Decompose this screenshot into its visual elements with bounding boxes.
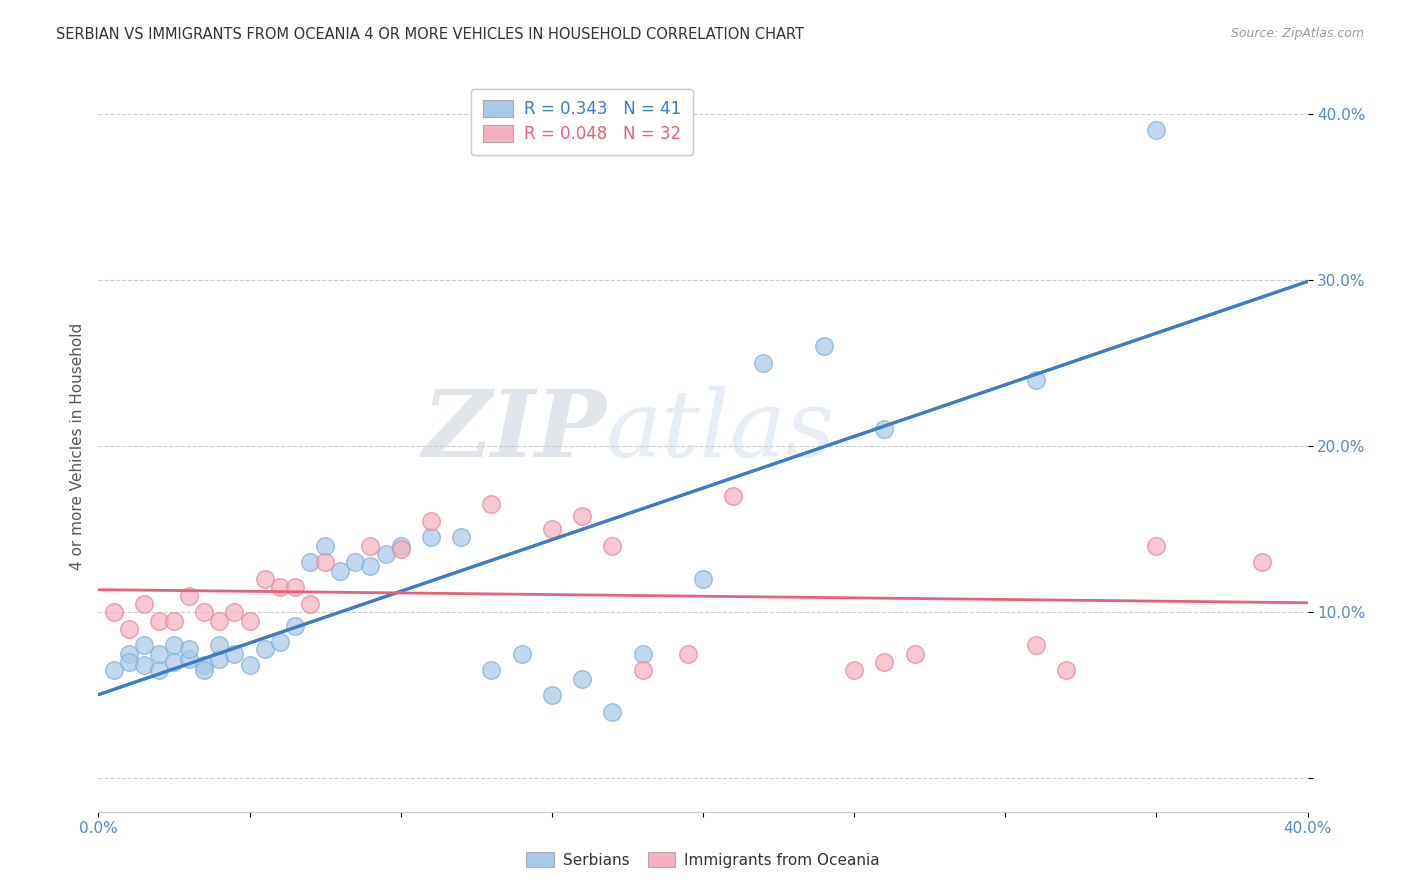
Point xyxy=(103,605,125,619)
Point xyxy=(360,558,382,573)
Point xyxy=(676,647,699,661)
Point xyxy=(904,647,927,661)
Point xyxy=(1024,639,1046,653)
Point xyxy=(208,639,231,653)
Point xyxy=(873,655,896,669)
Point xyxy=(631,664,654,678)
Point xyxy=(1144,123,1167,137)
Point xyxy=(224,647,246,661)
Point xyxy=(132,658,155,673)
Point xyxy=(389,542,412,557)
Point xyxy=(481,664,503,678)
Point xyxy=(193,664,215,678)
Point xyxy=(419,514,441,528)
Point xyxy=(132,639,155,653)
Point xyxy=(148,614,170,628)
Point xyxy=(132,597,155,611)
Point xyxy=(540,689,562,703)
Point xyxy=(103,664,125,678)
Point xyxy=(299,597,322,611)
Legend: R = 0.343   N = 41, R = 0.048   N = 32: R = 0.343 N = 41, R = 0.048 N = 32 xyxy=(471,88,693,155)
Point xyxy=(419,530,441,544)
Point xyxy=(118,647,141,661)
Text: ZIP: ZIP xyxy=(422,386,606,476)
Point xyxy=(314,539,336,553)
Point xyxy=(692,572,714,586)
Point xyxy=(721,489,744,503)
Point xyxy=(813,339,835,353)
Point xyxy=(844,664,866,678)
Point xyxy=(631,647,654,661)
Point xyxy=(1054,664,1077,678)
Point xyxy=(360,539,382,553)
Point xyxy=(208,614,231,628)
Point xyxy=(148,664,170,678)
Point xyxy=(1251,555,1274,569)
Point xyxy=(239,658,262,673)
Point xyxy=(314,555,336,569)
Text: atlas: atlas xyxy=(606,386,835,476)
Point xyxy=(163,639,186,653)
Point xyxy=(1024,372,1046,386)
Point xyxy=(224,605,246,619)
Point xyxy=(752,356,775,370)
Point xyxy=(269,635,291,649)
Point xyxy=(510,647,533,661)
Point xyxy=(208,652,231,666)
Point xyxy=(873,422,896,436)
Point xyxy=(253,641,276,656)
Legend: Serbians, Immigrants from Oceania: Serbians, Immigrants from Oceania xyxy=(519,844,887,875)
Point xyxy=(118,622,141,636)
Point xyxy=(253,572,276,586)
Point xyxy=(269,580,291,594)
Y-axis label: 4 or more Vehicles in Household: 4 or more Vehicles in Household xyxy=(69,322,84,570)
Point xyxy=(329,564,352,578)
Point xyxy=(193,605,215,619)
Point xyxy=(571,672,593,686)
Point xyxy=(163,614,186,628)
Point xyxy=(1144,539,1167,553)
Text: SERBIAN VS IMMIGRANTS FROM OCEANIA 4 OR MORE VEHICLES IN HOUSEHOLD CORRELATION C: SERBIAN VS IMMIGRANTS FROM OCEANIA 4 OR … xyxy=(56,27,804,42)
Point xyxy=(540,522,562,536)
Point xyxy=(177,652,201,666)
Point xyxy=(374,547,396,561)
Point xyxy=(481,497,503,511)
Point xyxy=(193,658,215,673)
Point xyxy=(177,641,201,656)
Point xyxy=(602,705,624,719)
Point xyxy=(284,618,307,632)
Point xyxy=(239,614,262,628)
Point xyxy=(118,655,141,669)
Point xyxy=(344,555,367,569)
Point xyxy=(177,589,201,603)
Point xyxy=(450,530,472,544)
Point xyxy=(299,555,322,569)
Point xyxy=(163,655,186,669)
Point xyxy=(148,647,170,661)
Point xyxy=(602,539,624,553)
Text: Source: ZipAtlas.com: Source: ZipAtlas.com xyxy=(1230,27,1364,40)
Point xyxy=(571,508,593,523)
Point xyxy=(284,580,307,594)
Point xyxy=(389,539,412,553)
